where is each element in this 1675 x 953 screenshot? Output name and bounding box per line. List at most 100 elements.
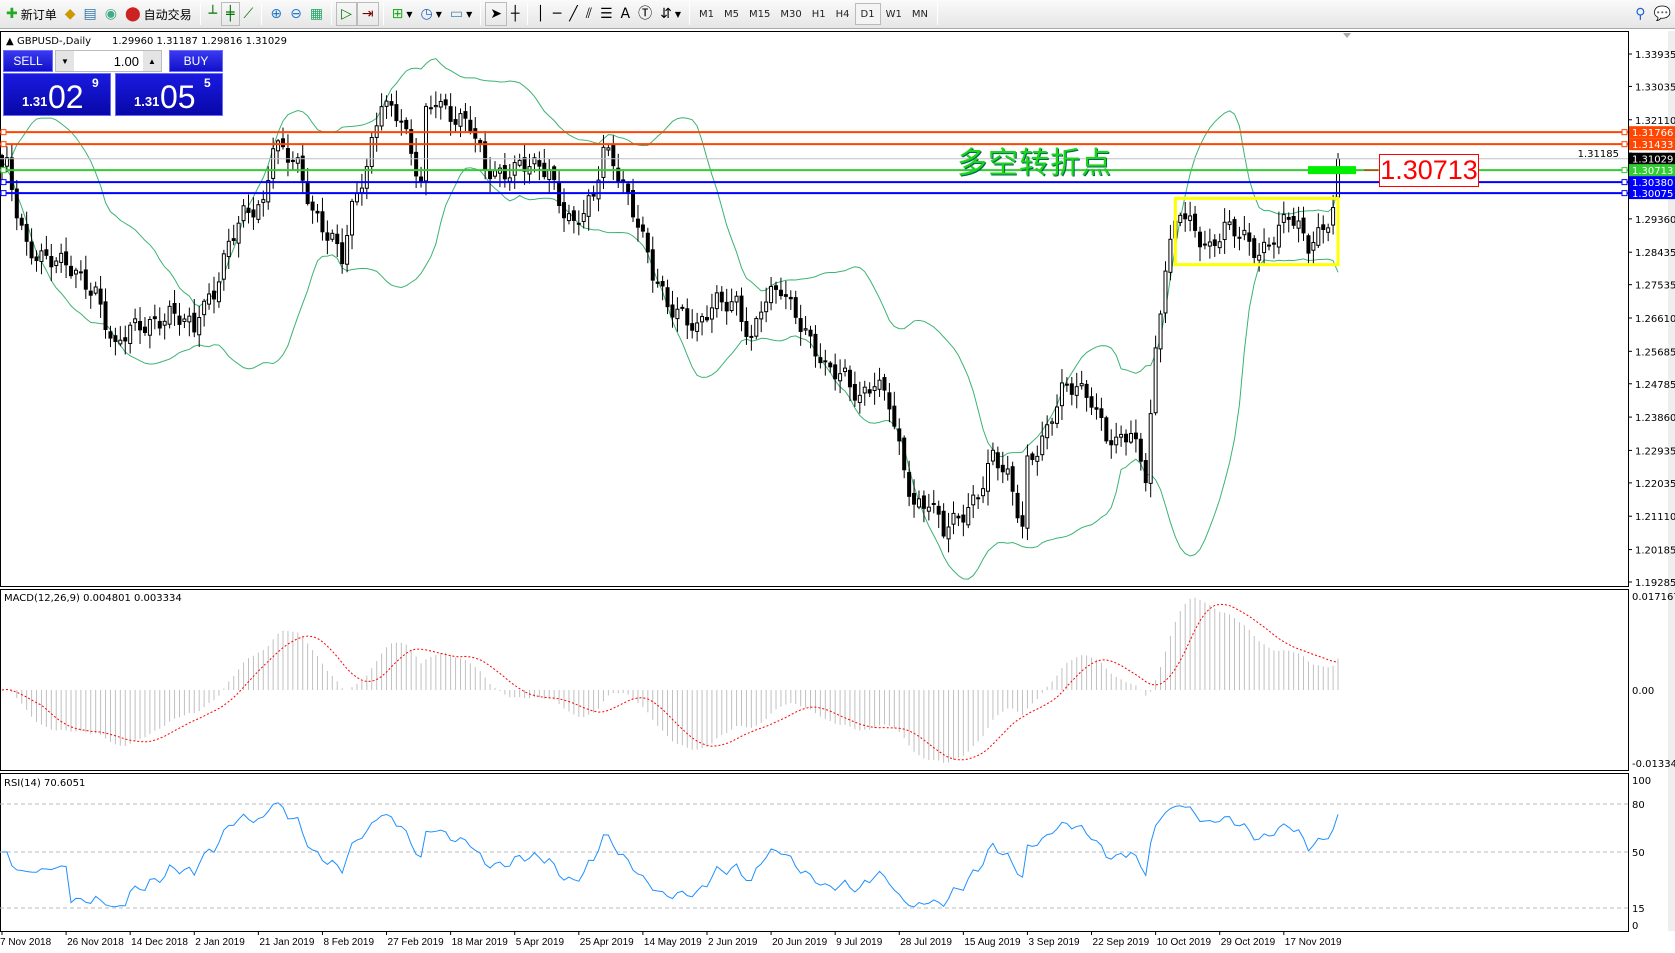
horizontal-line-button[interactable]: ─	[549, 2, 565, 26]
auto-scroll-icon: ▷	[341, 6, 352, 22]
tile-windows-button[interactable]: ▦	[306, 2, 327, 26]
candle	[251, 197, 256, 230]
templates-button[interactable]: ▭ ▼	[446, 2, 476, 26]
line-anchor-handle	[0, 190, 7, 197]
dropdown-arrow-icon[interactable]: ▼	[466, 9, 473, 19]
zoom-in-button[interactable]: ⊕	[266, 2, 286, 26]
auto-trading-button[interactable]: ⬤ 自动交易	[121, 2, 196, 26]
fibonacci-button[interactable]: ☰	[596, 2, 617, 26]
candle	[1163, 261, 1168, 324]
candle-body	[473, 128, 478, 139]
chart-collapse-icon: ▲	[6, 36, 14, 47]
timeframe-h4[interactable]: H4	[835, 8, 850, 20]
dropdown-arrow-icon[interactable]: ▼	[406, 9, 413, 19]
candle	[783, 280, 788, 310]
candle-body	[704, 317, 709, 321]
candle-body	[300, 155, 305, 181]
timeframe-m15[interactable]: M15	[749, 8, 771, 20]
timeframe-mn[interactable]: MN	[911, 8, 928, 20]
candle-body	[123, 337, 128, 342]
navigator-button[interactable]: ▤	[80, 2, 101, 26]
scrollbar[interactable]	[1668, 31, 1675, 931]
auto-scroll-button[interactable]: ▷	[336, 2, 357, 26]
dropdown-arrow-icon[interactable]: ▼	[674, 9, 681, 19]
candle	[1311, 231, 1316, 264]
candle	[724, 288, 729, 325]
timeframe-m1[interactable]: M1	[699, 8, 714, 20]
candle	[916, 490, 921, 510]
candle-body	[108, 331, 113, 339]
candle	[1227, 210, 1232, 231]
signals-button[interactable]: ◉	[101, 2, 121, 26]
text-label-button[interactable]: Ⓣ	[634, 2, 656, 26]
timeframe-m30[interactable]: M30	[780, 8, 802, 20]
candle	[1217, 233, 1222, 254]
periods-button[interactable]: ◷ ▼	[416, 2, 445, 26]
timeframe-h1[interactable]: H1	[811, 8, 826, 20]
arrows-button[interactable]: ⇵ ▼	[656, 2, 685, 26]
candle-body	[1128, 432, 1133, 443]
candle-body	[438, 100, 443, 108]
candle	[1025, 444, 1030, 541]
dropdown-arrow-icon[interactable]: ▼	[435, 9, 442, 19]
search-button[interactable]: ⚲	[1631, 2, 1649, 26]
candle	[202, 298, 207, 327]
bar-chart-button[interactable]: ┴	[205, 2, 221, 26]
new-order-button[interactable]: ✚ 新订单	[2, 2, 61, 26]
candle	[921, 490, 926, 523]
candle	[315, 204, 320, 223]
candle-body	[1059, 382, 1064, 407]
candle-body	[133, 318, 138, 324]
candle	[340, 228, 345, 274]
line-anchor-handle	[0, 129, 7, 136]
candle	[211, 276, 216, 314]
candle	[428, 95, 433, 115]
timeframe-m5[interactable]: M5	[724, 8, 739, 20]
cursor-button[interactable]: ➤	[485, 2, 507, 26]
sell-price-button[interactable]: 1.31 02 9	[3, 73, 111, 116]
candle-body	[971, 494, 976, 506]
candle	[1084, 380, 1089, 412]
lot-value[interactable]: 1.00	[113, 53, 139, 69]
candle	[1059, 369, 1064, 421]
candle-body	[295, 157, 300, 164]
buy-button[interactable]: BUY	[169, 50, 223, 72]
chart-shift-button[interactable]: ⇥	[356, 2, 379, 26]
timeframe-w1[interactable]: W1	[885, 8, 902, 20]
crosshair-button[interactable]: ┼	[507, 2, 523, 26]
lot-size-input[interactable]: ▼ 1.00 ▲	[55, 50, 162, 72]
trendline-button[interactable]: ╱	[565, 2, 581, 26]
chat-button[interactable]: 💬	[1650, 2, 1675, 26]
candle	[611, 135, 616, 181]
indicators-button[interactable]: ⊞ ▼	[388, 2, 417, 26]
main-chart-plot	[1, 58, 1341, 580]
vertical-line-button[interactable]: │	[532, 2, 548, 26]
line-chart-button[interactable]: ⟋	[240, 2, 258, 26]
lot-increase-icon[interactable]: ▲	[143, 51, 161, 71]
candlestick-button[interactable]: ╪	[221, 2, 240, 26]
candle	[754, 316, 759, 340]
new-order-icon: ✚	[6, 6, 18, 22]
sell-button[interactable]: SELL	[3, 50, 53, 72]
candle-body	[202, 300, 207, 316]
candle	[443, 93, 448, 110]
lot-decrease-icon[interactable]: ▼	[56, 51, 74, 71]
timeframe-d1[interactable]: D1	[854, 3, 881, 25]
candle	[537, 151, 542, 181]
market-watch-button[interactable]: ◆	[61, 2, 80, 26]
buy-price-button[interactable]: 1.31 05 5	[115, 73, 223, 116]
candle	[1138, 432, 1143, 471]
candle	[438, 93, 443, 120]
candle	[631, 178, 636, 223]
zoom-out-button[interactable]: ⊖	[286, 2, 306, 26]
candle-body	[1306, 235, 1311, 254]
text-button[interactable]: A	[617, 2, 635, 26]
candle	[512, 155, 517, 189]
candle-body	[78, 271, 83, 274]
candle	[394, 90, 399, 127]
equidistant-channel-button[interactable]: ⫽	[582, 2, 596, 26]
buy-price-pip: 5	[204, 76, 211, 90]
candle-body	[251, 209, 256, 218]
candle	[1153, 335, 1158, 416]
